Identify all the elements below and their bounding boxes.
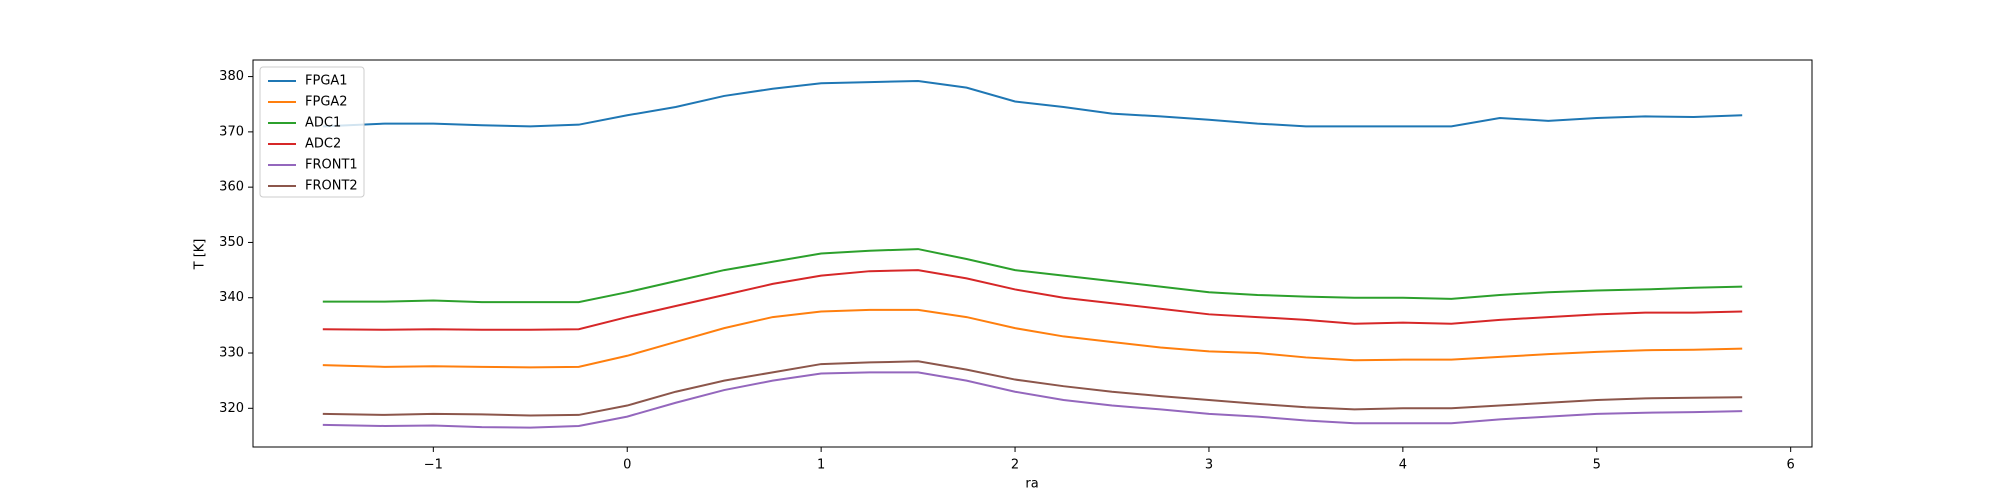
legend-label: ADC2: [305, 137, 341, 152]
x-axis-label: ra: [1025, 477, 1038, 492]
y-tick-label: 380: [219, 69, 244, 84]
legend-label: FRONT2: [305, 179, 358, 194]
legend-label: FPGA1: [305, 74, 348, 89]
series-line: [322, 248, 1743, 304]
legend-label: FPGA2: [305, 95, 348, 110]
series-line: [322, 80, 1743, 128]
plot-frame: [252, 59, 1813, 448]
y-axis-label: T [K]: [193, 239, 208, 271]
x-tick-label: 1: [817, 458, 825, 473]
y-tick-label: 320: [219, 401, 244, 416]
y-tick-label: 360: [219, 180, 244, 195]
series-line: [322, 269, 1743, 331]
x-tick-label: 3: [1205, 458, 1213, 473]
x-tick-label: −1: [424, 458, 443, 473]
series-line: [322, 371, 1743, 429]
y-tick-label: 370: [219, 124, 244, 139]
y-tick-label: 340: [219, 290, 244, 305]
legend-label: ADC1: [305, 116, 341, 131]
x-tick-label: 2: [1011, 458, 1019, 473]
series-line: [322, 360, 1743, 417]
y-tick-label: 350: [219, 235, 244, 250]
x-tick-label: 4: [1399, 458, 1407, 473]
x-tick-label: 0: [623, 458, 631, 473]
x-tick-label: 5: [1593, 458, 1601, 473]
legend-label: FRONT1: [305, 158, 358, 173]
y-tick-label: 330: [219, 346, 244, 361]
series-line: [322, 308, 1743, 369]
x-tick-label: 6: [1787, 458, 1795, 473]
